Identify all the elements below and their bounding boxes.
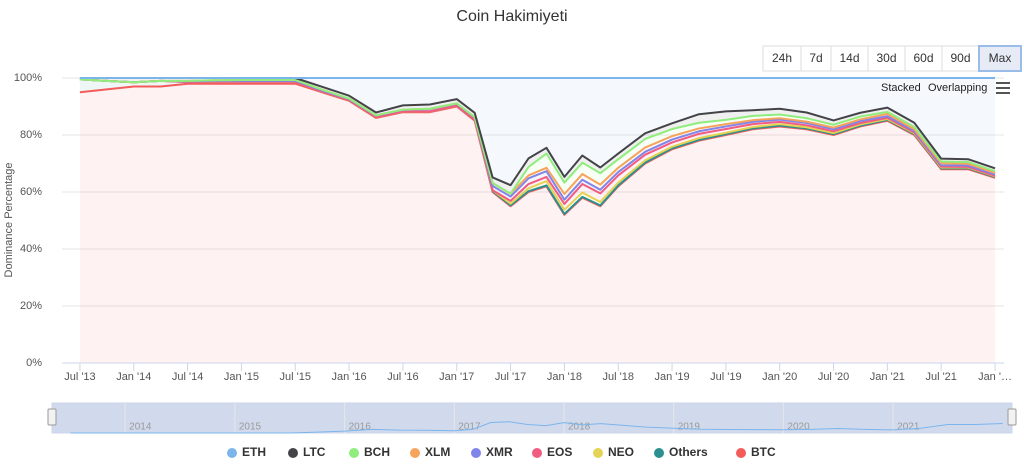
area-fill: [79, 79, 996, 210]
navigator-label: 2020: [787, 422, 810, 433]
range-button[interactable]: 14d: [830, 45, 869, 72]
view-option[interactable]: Stacked: [881, 82, 921, 94]
legend-item[interactable]: EOS: [532, 445, 572, 459]
x-tick-label: Jul '20: [818, 371, 849, 383]
x-tick-label: Jan '17: [439, 371, 474, 383]
legend-swatch: [471, 448, 481, 458]
navigator-line: [70, 421, 1003, 434]
legend-label: Others: [669, 445, 708, 459]
legend-item[interactable]: XLM: [410, 445, 450, 459]
button-label: 24h: [772, 51, 792, 65]
button-label: 30d: [876, 51, 896, 65]
range-button[interactable]: 7d: [800, 45, 832, 72]
legend-item[interactable]: Others: [654, 445, 708, 459]
area-fill: [79, 83, 996, 363]
button-label: 14d: [839, 51, 859, 65]
range-button[interactable]: 30d: [867, 45, 906, 72]
navigator-label: 2018: [568, 422, 591, 433]
legend-swatch: [410, 448, 420, 458]
legend-label: XLM: [425, 445, 450, 459]
button-bg: [904, 45, 943, 72]
y-tick-label: 100%: [14, 72, 42, 84]
legend-swatch: [349, 448, 359, 458]
navigator-handle[interactable]: [1007, 408, 1017, 426]
legend-swatch: [654, 448, 664, 458]
navigator-mask: [51, 402, 1013, 434]
y-tick-label: 80%: [20, 129, 42, 141]
legend-swatch: [227, 448, 237, 458]
legend-label: EOS: [547, 445, 572, 459]
button-bg: [830, 45, 869, 72]
menu-bar: [996, 82, 1010, 84]
y-tick-label: 0%: [26, 357, 42, 369]
x-tick-label: Jul '21: [925, 371, 956, 383]
y-tick-label: 20%: [20, 300, 42, 312]
y-tick-label: 40%: [20, 243, 42, 255]
range-button[interactable]: 24h: [762, 45, 802, 72]
area-fill: [79, 79, 996, 214]
legend-item[interactable]: LTC: [288, 445, 326, 459]
area-fill: [79, 78, 996, 186]
x-tick-label: Jan '14: [116, 371, 151, 383]
x-tick-label: Jan '20: [762, 371, 797, 383]
legend-label: BCH: [364, 445, 390, 459]
x-tick-label: Jul '14: [172, 371, 203, 383]
x-tick-label: Jul '19: [710, 371, 741, 383]
x-tick-label: Jul '13: [64, 371, 95, 383]
x-tick-label: Jan '21: [870, 371, 905, 383]
chart-title: Coin Hakimiyeti: [456, 8, 567, 25]
range-button[interactable]: 60d: [904, 45, 943, 72]
y-tick-label: 60%: [20, 186, 42, 198]
legend-label: ETH: [242, 445, 266, 459]
navigator-label: 2017: [458, 422, 481, 433]
legend-item[interactable]: XMR: [471, 445, 513, 459]
legend-label: BTC: [751, 445, 776, 459]
navigator-label: 2019: [678, 422, 701, 433]
range-button[interactable]: 90d: [941, 45, 980, 72]
navigator-label: 2015: [239, 422, 262, 433]
menu-bar: [996, 92, 1010, 94]
legend-item[interactable]: BTC: [736, 445, 776, 459]
menu-bar: [996, 87, 1010, 89]
legend-label: NEO: [608, 445, 634, 459]
range-button[interactable]: Max: [978, 45, 1022, 72]
x-tick-label: Jan '16: [332, 371, 367, 383]
navigator-label: 2021: [897, 422, 920, 433]
button-bg: [978, 45, 1022, 72]
legend-swatch: [593, 448, 603, 458]
legend-swatch: [288, 448, 298, 458]
button-label: 7d: [809, 51, 822, 65]
navigator-label: 2014: [129, 422, 152, 433]
button-label: 60d: [913, 51, 933, 65]
navigator-handle[interactable]: [47, 408, 57, 426]
legend-item[interactable]: NEO: [593, 445, 634, 459]
y-axis-label: Dominance Percentage: [3, 163, 15, 278]
legend-item[interactable]: ETH: [227, 445, 266, 459]
x-tick-label: Jul '17: [495, 371, 526, 383]
navigator-label: 2016: [349, 422, 372, 433]
x-tick-label: Jan '…: [978, 371, 1012, 383]
menu-icon[interactable]: [996, 82, 1010, 94]
x-tick-label: Jan '18: [547, 371, 582, 383]
legend-swatch: [736, 448, 746, 458]
legend-label: XMR: [486, 445, 513, 459]
button-label: 90d: [950, 51, 970, 65]
x-tick-label: Jul '15: [280, 371, 311, 383]
button-bg: [800, 45, 832, 72]
legend-item[interactable]: BCH: [349, 445, 390, 459]
button-label: Max: [989, 51, 1012, 65]
x-tick-label: Jul '18: [603, 371, 634, 383]
legend-label: LTC: [303, 445, 326, 459]
legend-swatch: [532, 448, 542, 458]
button-bg: [762, 45, 802, 72]
series-line: [79, 78, 996, 195]
area-fill: [79, 79, 996, 204]
view-option[interactable]: Overlapping: [928, 82, 987, 94]
button-bg: [941, 45, 980, 72]
x-tick-label: Jan '19: [654, 371, 689, 383]
x-tick-label: Jul '16: [387, 371, 418, 383]
x-tick-label: Jan '15: [224, 371, 259, 383]
